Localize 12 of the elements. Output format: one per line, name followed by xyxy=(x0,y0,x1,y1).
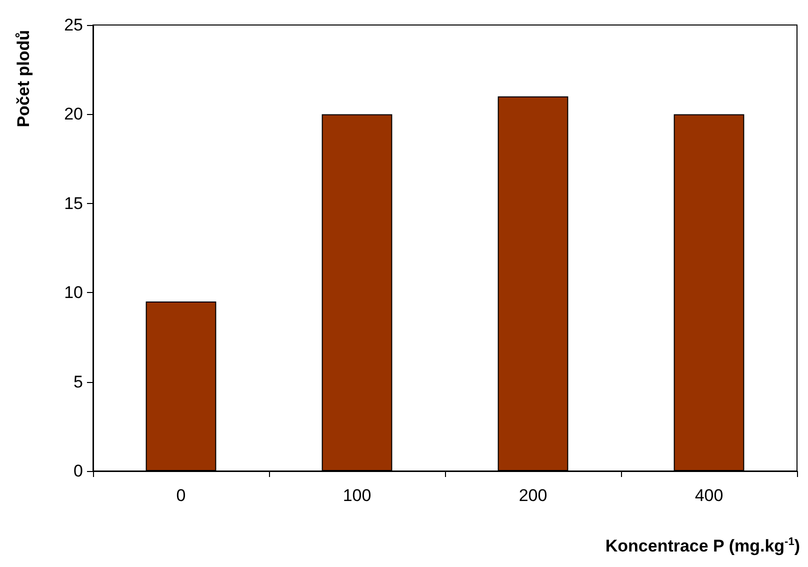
y-tick-label: 25 xyxy=(64,16,83,34)
y-tick-label: 15 xyxy=(64,194,83,213)
x-tick-label: 400 xyxy=(694,486,724,505)
y-tick-label: 0 xyxy=(74,462,83,480)
x-tick-label: 0 xyxy=(176,486,186,505)
y-axis-title: Počet plodů xyxy=(14,30,34,128)
y-tick-label: 10 xyxy=(64,283,83,302)
x-tick-label: 100 xyxy=(342,486,372,505)
x-axis-title: Koncentrace P (mg.kg$^{-1}$) xyxy=(605,536,800,557)
x-tick-label: 200 xyxy=(518,486,548,505)
y-tick-label: 20 xyxy=(64,104,83,124)
y-tick-label: 5 xyxy=(74,372,83,392)
